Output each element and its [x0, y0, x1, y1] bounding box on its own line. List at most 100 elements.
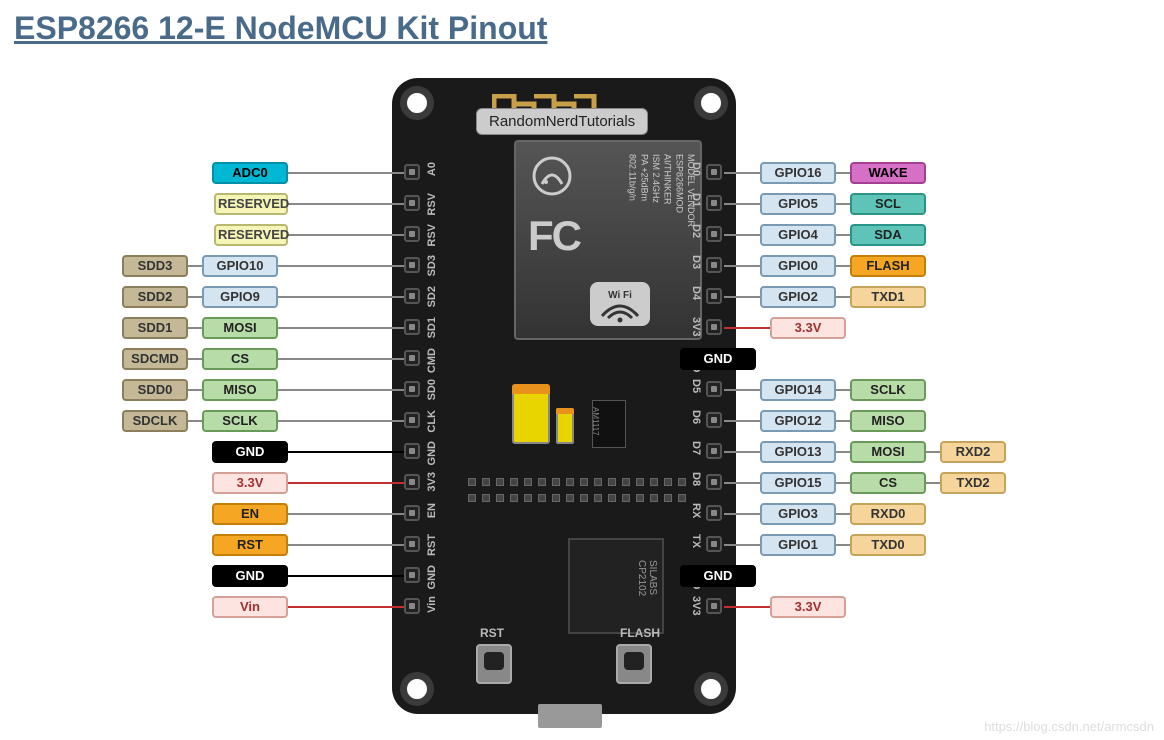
wifi-icon: Wi Fi [590, 282, 650, 326]
wire [724, 203, 760, 205]
wire [836, 389, 850, 391]
pin-tag-gpio15: GPIO15 [760, 472, 836, 494]
pin-hole [404, 195, 420, 211]
pin-hole [404, 319, 420, 335]
pin-hole [706, 474, 722, 490]
pin-tag-cs: CS [850, 472, 926, 494]
pin-tag-rxd2: RXD2 [940, 441, 1006, 463]
regulator-icon: AM1117 [592, 400, 626, 448]
wire [278, 327, 404, 329]
silk-label: 3V3 [426, 472, 438, 492]
silk-label: D1 [690, 193, 702, 207]
pin-tag-txd2: TXD2 [940, 472, 1006, 494]
pin-hole [404, 381, 420, 397]
page-title: ESP8266 12-E NodeMCU Kit Pinout [0, 0, 1164, 57]
pin-hole [404, 443, 420, 459]
flash-label: FLASH [620, 626, 660, 640]
silk-label: D5 [690, 379, 702, 393]
silk-label: 3V3 [690, 596, 702, 616]
pin-tag-sdd3: SDD3 [122, 255, 188, 277]
wire [836, 513, 850, 515]
pin-tag-gpio0: GPIO0 [760, 255, 836, 277]
silk-label: RST [426, 534, 438, 556]
pin-tag-flash: FLASH [850, 255, 926, 277]
pin-tag-reserved: RESERVED [214, 224, 288, 246]
pin-hole [706, 257, 722, 273]
pin-hole [706, 164, 722, 180]
pin-tag-adc0: ADC0 [212, 162, 288, 184]
silk-label: RSV [426, 193, 438, 216]
wire [724, 265, 760, 267]
pin-tag-miso: MISO [202, 379, 278, 401]
pin-tag-3.3v: 3.3V [770, 317, 846, 339]
wire [288, 451, 404, 453]
pin-tag-mosi: MOSI [850, 441, 926, 463]
pin-tag-sda: SDA [850, 224, 926, 246]
pin-tag-txd0: TXD0 [850, 534, 926, 556]
pin-hole [404, 288, 420, 304]
pin-tag-sdd2: SDD2 [122, 286, 188, 308]
silk-label: D6 [690, 410, 702, 424]
wire [836, 296, 850, 298]
pin-tag-gpio1: GPIO1 [760, 534, 836, 556]
wire [288, 513, 404, 515]
pin-tag-vin: Vin [212, 596, 288, 618]
wire [188, 389, 202, 391]
silk-label: SD0 [426, 379, 438, 400]
wire [278, 265, 404, 267]
wire [278, 389, 404, 391]
wire [288, 234, 404, 236]
pin-tag-cs: CS [202, 348, 278, 370]
pin-tag-gpio13: GPIO13 [760, 441, 836, 463]
board-pcb: RandomNerdTutorials FC MODEL VENDOR ESP8… [392, 78, 736, 714]
pin-hole [404, 505, 420, 521]
pin-tag-sdclk: SDCLK [122, 410, 188, 432]
silk-label: RSV [426, 224, 438, 247]
wire [836, 544, 850, 546]
esp-shield: FC MODEL VENDOR ESP8266MODAI/THINKER ISM… [514, 140, 702, 340]
wire [188, 420, 202, 422]
wire [836, 451, 850, 453]
pin-hole [706, 412, 722, 428]
silk-label: TX [690, 534, 702, 548]
pin-hole [404, 536, 420, 552]
wire [724, 389, 760, 391]
wire [188, 327, 202, 329]
pin-hole [404, 257, 420, 273]
pin-hole [706, 598, 722, 614]
wire [188, 296, 202, 298]
silk-label: CLK [426, 410, 438, 433]
pin-tag-txd1: TXD1 [850, 286, 926, 308]
pin-tag-3.3v: 3.3V [212, 472, 288, 494]
pin-hole [404, 474, 420, 490]
wire [278, 420, 404, 422]
pin-tag-sdd0: SDD0 [122, 379, 188, 401]
silk-label: SD1 [426, 317, 438, 338]
pin-tag-gpio3: GPIO3 [760, 503, 836, 525]
silk-label: A0 [426, 162, 438, 176]
pin-tag-miso: MISO [850, 410, 926, 432]
pin-hole [706, 505, 722, 521]
wire [724, 451, 760, 453]
pin-hole [404, 350, 420, 366]
watermark: https://blog.csdn.net/armcsdn [984, 719, 1154, 734]
pin-hole [706, 226, 722, 242]
silk-label: D2 [690, 224, 702, 238]
wire [926, 482, 940, 484]
shield-text: MODEL VENDOR ESP8266MODAI/THINKER ISM 2.… [626, 154, 696, 227]
wire [724, 327, 770, 329]
pin-hole [404, 412, 420, 428]
silk-label: D7 [690, 441, 702, 455]
capacitor2-icon [556, 408, 574, 444]
espressif-icon [532, 156, 572, 196]
pin-tag-reserved: RESERVED [214, 193, 288, 215]
pin-hole [706, 381, 722, 397]
pin-tag-scl: SCL [850, 193, 926, 215]
pin-tag-gnd: GND [212, 441, 288, 463]
wire [926, 451, 940, 453]
wire [288, 172, 404, 174]
wire [836, 482, 850, 484]
header-holes [468, 478, 686, 486]
wire [724, 420, 760, 422]
silk-label: D0 [690, 162, 702, 176]
